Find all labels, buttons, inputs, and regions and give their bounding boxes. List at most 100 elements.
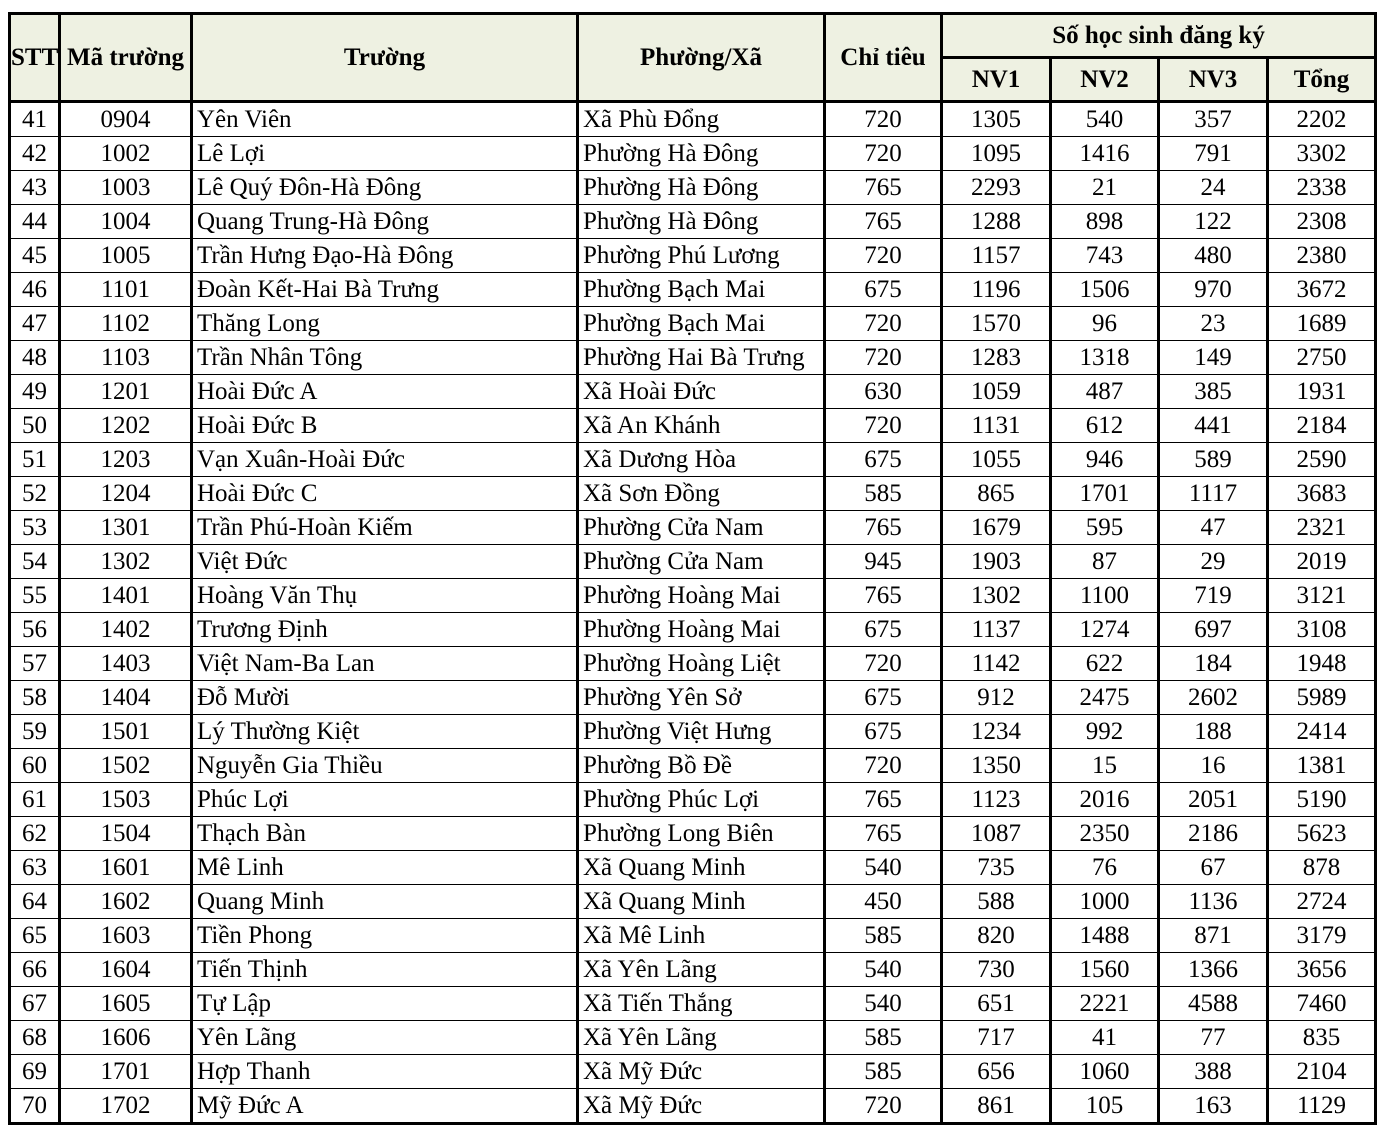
table-row: 49 1201 Hoài Đức A Xã Hoài Đức 630 1059 487 385… — [8, 374, 1378, 409]
cell-truong: Tự Lập — [190, 986, 579, 1021]
table-row: 59 1501 Lý Thường Kiệt Phường Việt Hưng 675 1… — [8, 714, 1378, 749]
cell-ma-truong: 1606 — [58, 1020, 193, 1055]
cell-nv2: 21 — [1049, 170, 1160, 205]
cell-nv2: 946 — [1049, 442, 1160, 477]
cell-nv2: 96 — [1049, 306, 1160, 341]
cell-stt: 48 — [8, 340, 61, 375]
cell-ma-truong: 1202 — [58, 408, 193, 443]
table-row: 47 1102 Thăng Long Phường Bạch Mai 720 1570 96… — [8, 306, 1378, 341]
cell-ma-truong: 1003 — [58, 170, 193, 205]
cell-stt: 46 — [8, 272, 61, 307]
cell-chi-tieu: 720 — [823, 101, 943, 137]
cell-nv2: 1000 — [1049, 884, 1160, 919]
cell-stt: 55 — [8, 578, 61, 613]
cell-chi-tieu: 585 — [823, 1054, 943, 1089]
cell-phuong-xa: Phường Bồ Đề — [576, 748, 826, 783]
cell-tong: 2184 — [1265, 408, 1378, 443]
cell-ma-truong: 1603 — [58, 918, 193, 953]
cell-phuong-xa: Xã Quang Minh — [576, 884, 826, 919]
table-row: 69 1701 Hợp Thanh Xã Mỹ Đức 585 656 1060 388 210… — [8, 1054, 1378, 1089]
cell-chi-tieu: 720 — [823, 306, 943, 341]
cell-stt: 70 — [8, 1088, 61, 1124]
cell-nv1: 1055 — [940, 442, 1052, 477]
cell-stt: 47 — [8, 306, 61, 341]
cell-nv3: 2051 — [1157, 782, 1269, 817]
cell-nv1: 1137 — [940, 612, 1052, 647]
cell-nv3: 184 — [1157, 646, 1269, 681]
table-row: 56 1402 Trương Định Phường Hoàng Mai 675 1137… — [8, 612, 1378, 647]
cell-tong: 2750 — [1265, 340, 1378, 375]
table-row: 42 1002 Lê Lợi Phường Hà Đông 720 1095 1416 791… — [8, 136, 1378, 171]
cell-truong: Trần Phú-Hoàn Kiếm — [190, 510, 579, 545]
cell-tong: 2338 — [1265, 170, 1378, 205]
cell-phuong-xa: Phường Hai Bà Trưng — [576, 340, 826, 375]
cell-stt: 44 — [8, 204, 61, 239]
table-row: 51 1203 Vạn Xuân-Hoài Đức Xã Dương Hòa 675 10… — [8, 442, 1378, 477]
cell-phuong-xa: Phường Bạch Mai — [576, 306, 826, 341]
table-row: 53 1301 Trần Phú-Hoàn Kiếm Phường Cửa Nam 76… — [8, 510, 1378, 545]
registration-table: STT Mã trường Trường Phường/Xã Chỉ tiêu … — [8, 12, 1378, 1125]
table-row: 65 1603 Tiền Phong Xã Mê Linh 585 820 1488 871 3… — [8, 918, 1378, 953]
cell-ma-truong: 1102 — [58, 306, 193, 341]
cell-truong: Quang Trung-Hà Đông — [190, 204, 579, 239]
cell-ma-truong: 1204 — [58, 476, 193, 511]
cell-phuong-xa: Phường Hoàng Mai — [576, 612, 826, 647]
cell-tong: 1931 — [1265, 374, 1378, 409]
table-row: 54 1302 Việt Đức Phường Cửa Nam 945 1903 87 29 2… — [8, 544, 1378, 579]
cell-stt: 42 — [8, 136, 61, 171]
cell-stt: 64 — [8, 884, 61, 919]
header-stt: STT — [8, 13, 61, 102]
cell-truong: Hoài Đức C — [190, 476, 579, 511]
cell-stt: 65 — [8, 918, 61, 953]
table-row: 45 1005 Trần Hưng Đạo-Hà Đông Phường Phú Lư… — [8, 238, 1378, 273]
table-row: 44 1004 Quang Trung-Hà Đông Phường Hà Đông 7… — [8, 204, 1378, 239]
cell-nv1: 1350 — [940, 748, 1052, 783]
cell-chi-tieu: 765 — [823, 204, 943, 239]
cell-phuong-xa: Phường Hà Đông — [576, 136, 826, 171]
cell-nv2: 612 — [1049, 408, 1160, 443]
cell-phuong-xa: Xã Quang Minh — [576, 850, 826, 885]
cell-truong: Hoài Đức B — [190, 408, 579, 443]
cell-truong: Trần Nhân Tông — [190, 340, 579, 375]
cell-nv1: 1302 — [940, 578, 1052, 613]
cell-nv1: 1305 — [940, 101, 1052, 137]
cell-ma-truong: 1002 — [58, 136, 193, 171]
cell-stt: 51 — [8, 442, 61, 477]
cell-stt: 68 — [8, 1020, 61, 1055]
cell-stt: 67 — [8, 986, 61, 1021]
cell-nv3: 67 — [1157, 850, 1269, 885]
cell-tong: 5989 — [1265, 680, 1378, 715]
cell-nv3: 47 — [1157, 510, 1269, 545]
cell-nv1: 1095 — [940, 136, 1052, 171]
cell-ma-truong: 1604 — [58, 952, 193, 987]
cell-phuong-xa: Phường Hoàng Mai — [576, 578, 826, 613]
cell-ma-truong: 1404 — [58, 680, 193, 715]
cell-nv2: 1060 — [1049, 1054, 1160, 1089]
cell-nv1: 1283 — [940, 340, 1052, 375]
cell-ma-truong: 1501 — [58, 714, 193, 749]
cell-stt: 59 — [8, 714, 61, 749]
cell-phuong-xa: Xã Dương Hòa — [576, 442, 826, 477]
cell-nv1: 1679 — [940, 510, 1052, 545]
cell-nv2: 2475 — [1049, 680, 1160, 715]
cell-nv1: 1903 — [940, 544, 1052, 579]
cell-nv3: 4588 — [1157, 986, 1269, 1021]
cell-nv3: 388 — [1157, 1054, 1269, 1089]
cell-stt: 45 — [8, 238, 61, 273]
cell-nv3: 29 — [1157, 544, 1269, 579]
cell-chi-tieu: 585 — [823, 1020, 943, 1055]
cell-tong: 1689 — [1265, 306, 1378, 341]
cell-truong: Hoài Đức A — [190, 374, 579, 409]
table-row: 60 1502 Nguyễn Gia Thiều Phường Bồ Đề 720 135… — [8, 748, 1378, 783]
cell-nv2: 595 — [1049, 510, 1160, 545]
table-row: 70 1702 Mỹ Đức A Xã Mỹ Đức 720 861 105 163 1129 — [8, 1088, 1378, 1124]
cell-nv3: 697 — [1157, 612, 1269, 647]
cell-nv1: 656 — [940, 1054, 1052, 1089]
cell-nv1: 735 — [940, 850, 1052, 885]
cell-phuong-xa: Phường Yên Sở — [576, 680, 826, 715]
cell-tong: 2724 — [1265, 884, 1378, 919]
cell-tong: 3683 — [1265, 476, 1378, 511]
cell-truong: Lý Thường Kiệt — [190, 714, 579, 749]
cell-truong: Việt Đức — [190, 544, 579, 579]
cell-nv3: 149 — [1157, 340, 1269, 375]
